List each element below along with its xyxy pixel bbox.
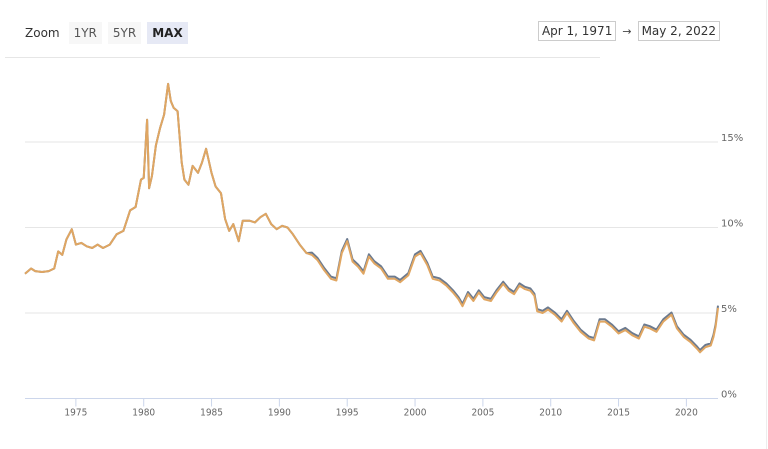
zoom-label: Zoom bbox=[25, 26, 60, 40]
y-axis-labels: 0% 5% 10% 15% bbox=[721, 133, 743, 401]
zoom-toolbar: Zoom 1YR 5YR MAX bbox=[25, 22, 188, 44]
arrow-right-icon: → bbox=[622, 24, 632, 38]
x-tick-label: 2015 bbox=[607, 408, 630, 419]
container-border bbox=[766, 0, 767, 449]
chart-grid bbox=[25, 141, 718, 314]
x-tick-label: 2020 bbox=[675, 408, 698, 419]
y-tick-label: 0% bbox=[721, 390, 737, 401]
x-tick-label: 1990 bbox=[268, 408, 291, 419]
y-tick-label: 10% bbox=[721, 219, 743, 230]
range-to-input[interactable]: May 2, 2022 bbox=[637, 21, 720, 41]
zoom-1yr-button[interactable]: 1YR bbox=[68, 22, 102, 44]
x-tick-label: 2005 bbox=[471, 408, 494, 419]
range-from-input[interactable]: Apr 1, 1971 bbox=[537, 21, 617, 41]
date-range: Apr 1, 1971 → May 2, 2022 bbox=[537, 21, 720, 41]
zoom-max-button[interactable]: MAX bbox=[147, 22, 188, 44]
x-tick-label: 1995 bbox=[336, 408, 359, 419]
zoom-5yr-button[interactable]: 5YR bbox=[107, 22, 142, 44]
x-tick-label: 1980 bbox=[132, 408, 155, 419]
header-divider bbox=[5, 57, 600, 58]
x-tick-label: 2000 bbox=[404, 408, 427, 419]
x-axis: 1975 1980 1985 1990 1995 2000 2005 2010 2015 2020 bbox=[25, 398, 718, 419]
series-primary-line bbox=[24, 82, 719, 354]
y-tick-label: 15% bbox=[721, 133, 743, 144]
x-tick-label: 1985 bbox=[200, 408, 223, 419]
y-tick-label: 5% bbox=[721, 304, 737, 315]
x-tick-label: 1975 bbox=[64, 408, 87, 419]
x-tick-label: 2010 bbox=[539, 408, 562, 419]
